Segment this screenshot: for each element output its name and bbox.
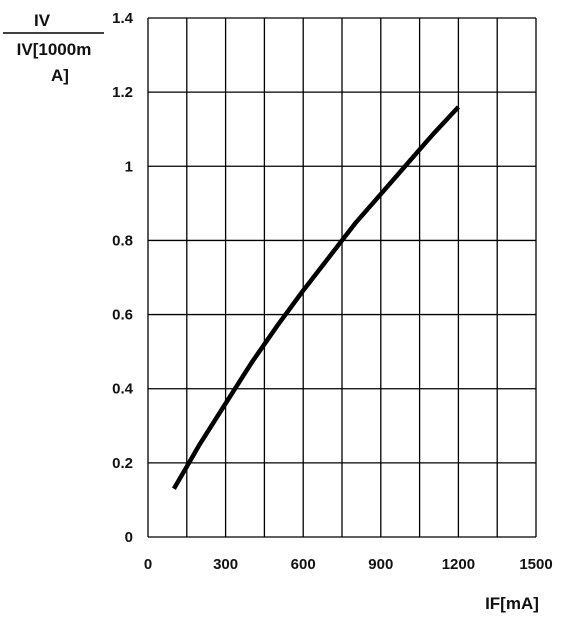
x-tick-label: 1500 [519,556,552,573]
y-tick-label: 0.6 [112,307,133,324]
y-tick-label: 0.8 [112,232,133,249]
x-tick-labels: 0 300 600 900 1200 1500 [144,556,553,573]
y-tick-label: 0.2 [112,455,133,472]
x-tick-label: 1200 [442,556,475,573]
series-layer [171,105,461,490]
y-axis-label-denominator-line-2: A] [51,66,69,85]
series-line [171,105,461,490]
x-axis-label: IF[mA] [485,594,539,613]
y-tick-label: 1 [125,158,133,175]
grid [147,17,537,538]
y-tick-labels: 0 0.2 0.4 0.6 0.8 1 1.2 1.4 [112,10,134,546]
x-tick-label: 900 [368,556,393,573]
y-axis-label-denominator-line-1: IV[1000m [17,40,92,59]
y-tick-label: 0 [125,529,133,546]
y-tick-label: 1.2 [112,84,133,101]
y-axis-label-numerator: IV [34,11,51,30]
x-tick-label: 0 [144,556,152,573]
x-tick-label: 300 [213,556,238,573]
y-axis-label: IV IV[1000m A] [3,11,104,85]
y-tick-label: 1.4 [112,10,134,27]
y-tick-label: 0.4 [112,381,134,398]
x-tick-label: 600 [291,556,316,573]
